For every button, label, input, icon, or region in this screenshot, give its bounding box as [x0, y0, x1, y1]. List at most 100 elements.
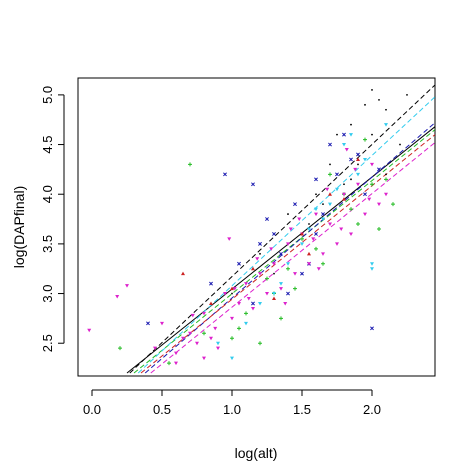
data-point — [216, 346, 220, 351]
data-point — [237, 301, 241, 306]
data-point — [335, 172, 339, 177]
data-point — [356, 222, 360, 227]
data-point — [328, 172, 332, 177]
data-point — [259, 252, 261, 255]
data-point — [342, 197, 346, 201]
data-point — [364, 103, 366, 106]
data-point — [321, 217, 325, 222]
data-point — [315, 193, 317, 196]
data-point — [321, 212, 325, 217]
x-tick-label: 2.0 — [363, 402, 381, 417]
data-point — [307, 262, 311, 266]
data-point — [314, 207, 318, 212]
data-point — [209, 301, 213, 305]
data-point — [335, 187, 339, 192]
data-point — [384, 177, 388, 182]
data-point — [255, 257, 260, 261]
data-point — [202, 331, 206, 336]
data-point — [328, 192, 332, 196]
data-point — [286, 262, 290, 266]
data-point — [370, 182, 374, 187]
data-point — [174, 351, 178, 356]
data-point — [195, 341, 199, 346]
data-point — [279, 282, 283, 286]
data-point — [336, 133, 338, 136]
data-point — [279, 251, 283, 256]
y-tick-label: 3.0 — [40, 285, 55, 303]
data-point — [244, 311, 248, 316]
x-tick-label: 1.0 — [223, 402, 241, 417]
data-point — [349, 133, 353, 137]
y-tick-label: 5.0 — [40, 86, 55, 104]
data-point — [167, 361, 171, 366]
data-point — [297, 217, 302, 222]
data-point — [300, 231, 304, 236]
data-point — [87, 328, 92, 333]
data-point — [328, 222, 332, 227]
data-point — [269, 247, 274, 251]
fit-line — [137, 96, 435, 374]
data-point — [251, 301, 255, 306]
data-point — [272, 231, 276, 236]
data-point — [325, 187, 330, 192]
data-point — [370, 267, 374, 271]
data-point — [353, 167, 358, 172]
data-point — [322, 203, 324, 206]
data-point — [356, 152, 360, 157]
data-point — [209, 336, 213, 341]
data-point — [283, 301, 288, 306]
data-point — [251, 306, 255, 311]
data-point — [181, 271, 185, 276]
data-point — [371, 133, 373, 136]
data-point — [286, 266, 290, 271]
data-point — [406, 93, 408, 96]
data-point — [293, 286, 297, 291]
data-point — [174, 361, 178, 366]
fit-line — [140, 134, 435, 374]
data-point — [244, 282, 248, 286]
fit-line — [126, 126, 435, 374]
x-tick-label: 1.5 — [293, 402, 311, 417]
x-axis-title: log(alt) — [235, 445, 278, 461]
y-tick-label: 4.0 — [40, 185, 55, 203]
data-point — [335, 242, 339, 246]
regression-lines — [126, 84, 435, 374]
data-point — [153, 346, 157, 351]
data-point — [385, 108, 387, 111]
data-point — [181, 336, 185, 341]
data-point — [308, 223, 310, 225]
data-point — [300, 236, 304, 241]
data-point — [307, 227, 311, 231]
data-point — [363, 192, 367, 197]
data-point — [202, 311, 206, 316]
data-point — [115, 295, 120, 299]
data-points — [87, 89, 408, 366]
data-point — [363, 212, 367, 217]
data-point — [118, 346, 122, 351]
data-point — [188, 162, 192, 167]
y-axis-title: log(DAPfinal) — [11, 186, 27, 268]
data-point — [314, 177, 318, 182]
fit-line — [144, 122, 435, 374]
data-point — [286, 242, 290, 246]
data-point — [350, 178, 352, 181]
data-point — [316, 267, 321, 271]
fit-line — [133, 129, 435, 374]
data-point — [356, 182, 360, 187]
data-point — [356, 172, 360, 177]
data-point — [342, 143, 346, 147]
data-point — [288, 227, 293, 231]
data-point — [349, 157, 353, 162]
y-tick-label: 2.5 — [40, 334, 55, 352]
data-point — [209, 281, 213, 286]
data-point — [377, 226, 381, 231]
data-point — [384, 192, 388, 197]
data-point — [321, 252, 325, 256]
data-point — [349, 232, 353, 236]
fit-line — [150, 142, 435, 374]
data-point — [213, 326, 218, 331]
data-point — [202, 356, 206, 361]
x-tick-label: 0.0 — [83, 402, 101, 417]
data-point — [125, 284, 129, 288]
data-point — [146, 321, 150, 326]
